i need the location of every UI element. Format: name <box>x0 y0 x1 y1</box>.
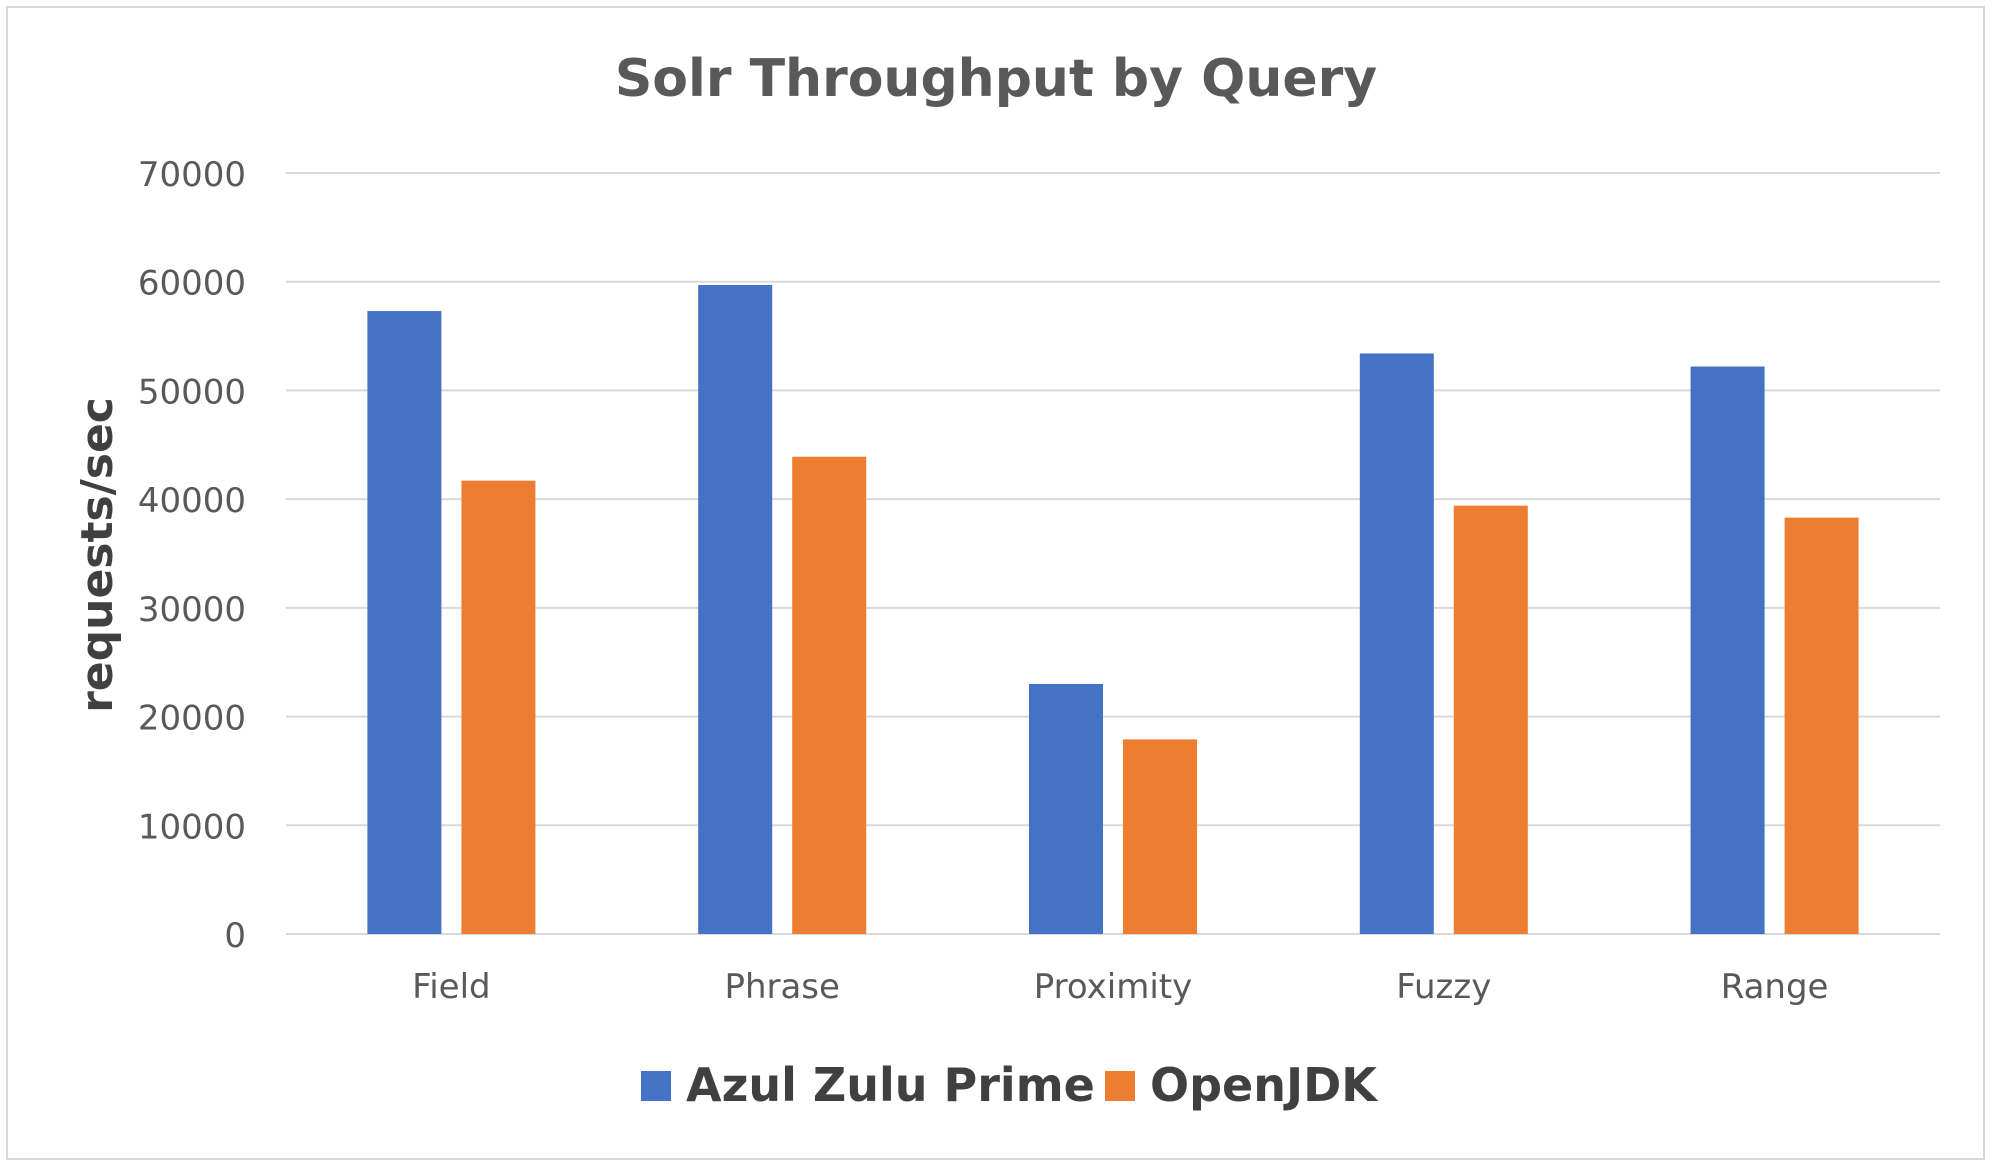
chart-title: Solr Throughput by Query <box>615 49 1377 109</box>
bar-openjdk-field <box>461 480 536 934</box>
y-tick-label: 70000 <box>138 155 246 195</box>
bar-openjdk-fuzzy <box>1453 505 1528 934</box>
y-tick-label: 10000 <box>138 807 246 847</box>
x-tick-label: Proximity <box>1034 967 1192 1007</box>
y-tick-label: 30000 <box>138 590 246 630</box>
bar-openjdk-proximity <box>1123 739 1197 934</box>
gridlines <box>286 172 1940 935</box>
x-tick-label: Field <box>412 967 490 1007</box>
legend-swatch <box>641 1071 671 1101</box>
legend-label: OpenJDK <box>1150 1058 1379 1112</box>
y-tick-label: 50000 <box>138 372 246 412</box>
y-tick-label: 0 <box>224 916 246 956</box>
bar-azul-zulu-prime-fuzzy <box>1359 353 1434 935</box>
legend: Azul Zulu Prime OpenJDK <box>641 1058 1379 1112</box>
y-tick-label: 20000 <box>138 699 246 739</box>
legend-label: Azul Zulu Prime <box>686 1058 1095 1112</box>
y-axis-label: requests/sec <box>72 397 123 713</box>
bars <box>367 284 1859 935</box>
x-tick-label: Range <box>1721 967 1829 1007</box>
bar-azul-zulu-prime-field <box>367 311 442 934</box>
x-axis-ticks: Field Phrase Proximity Fuzzy Range <box>412 967 1828 1007</box>
bar-azul-zulu-prime-proximity <box>1029 683 1103 934</box>
chart-frame <box>6 6 1985 1160</box>
y-tick-label: 40000 <box>138 481 246 521</box>
x-tick-label: Fuzzy <box>1396 967 1491 1007</box>
bar-openjdk-range <box>1784 517 1859 934</box>
y-tick-label: 60000 <box>138 264 246 304</box>
y-axis-ticks: 0 10000 20000 30000 40000 50000 60000 70000 <box>138 155 246 956</box>
bar-azul-zulu-prime-range <box>1690 366 1765 934</box>
bar-azul-zulu-prime-phrase <box>698 284 773 934</box>
bar-openjdk-phrase <box>792 456 867 934</box>
x-tick-label: Phrase <box>724 967 840 1007</box>
legend-swatch <box>1105 1071 1135 1101</box>
